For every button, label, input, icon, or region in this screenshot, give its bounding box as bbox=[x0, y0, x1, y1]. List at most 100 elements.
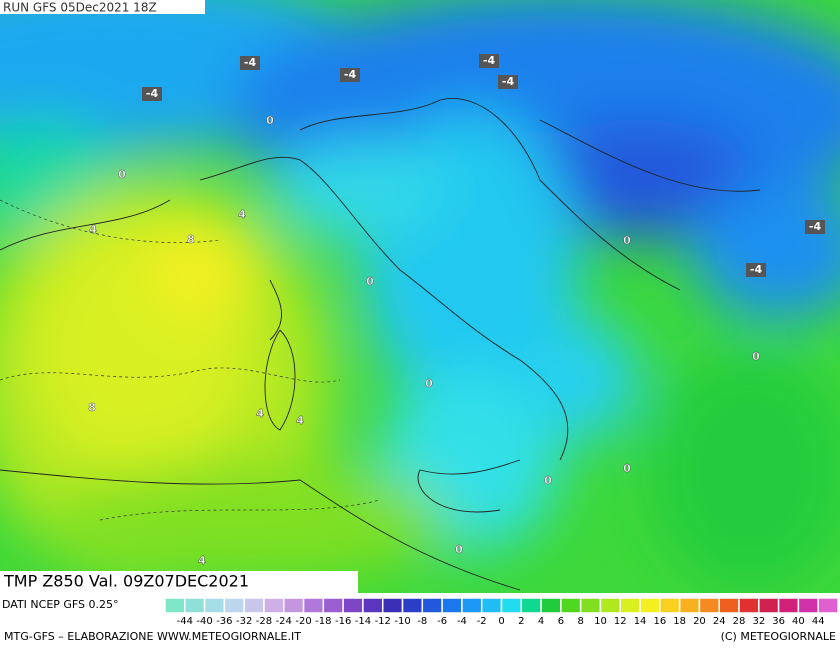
colorbar-swatch bbox=[797, 597, 819, 614]
run-label: RUN GFS 05Dec2021 18Z bbox=[3, 1, 157, 15]
field-label: TMP Z850 Val. 09Z07DEC2021 bbox=[3, 572, 249, 591]
colorbar-swatch bbox=[461, 597, 483, 614]
colorbar-label: 44 bbox=[812, 616, 825, 627]
contour-label-box bbox=[498, 75, 518, 89]
colorbar-swatch bbox=[381, 597, 404, 614]
colorbar-swatch bbox=[342, 597, 364, 614]
colorbar-label: 32 bbox=[752, 616, 765, 627]
colorbar-swatch bbox=[817, 597, 839, 614]
run-label-box bbox=[0, 0, 205, 14]
colorbar-swatch bbox=[401, 597, 424, 614]
colorbar-label: -16 bbox=[335, 616, 351, 627]
colorbar-label: -12 bbox=[375, 616, 391, 627]
contour-label: -4 bbox=[809, 220, 822, 233]
temperature-field bbox=[0, 0, 840, 593]
colorbar-label: -8 bbox=[417, 616, 427, 627]
colorbar-label: -10 bbox=[394, 616, 410, 627]
colorbar-label: 10 bbox=[594, 616, 607, 627]
colorbar-swatch bbox=[678, 597, 701, 614]
contour-label: 8 bbox=[88, 401, 96, 414]
contour-label-box bbox=[805, 220, 825, 234]
contour-label: 0 bbox=[266, 114, 274, 127]
contour-label-box bbox=[142, 87, 162, 101]
colorbar-label: 36 bbox=[772, 616, 785, 627]
contour-label: 4 bbox=[238, 208, 246, 221]
colorbar-swatch bbox=[738, 597, 760, 614]
colorbar-swatch bbox=[777, 597, 800, 614]
colorbar-swatch bbox=[263, 597, 285, 614]
colorbar-swatch bbox=[718, 597, 740, 614]
colorbar-label: 4 bbox=[538, 616, 544, 627]
colorbar-swatch bbox=[302, 597, 325, 614]
contour-label-box bbox=[340, 68, 360, 82]
colorbar-label: -40 bbox=[196, 616, 212, 627]
colorbar-label: 20 bbox=[693, 616, 706, 627]
contour-label: 0 bbox=[623, 462, 631, 475]
footer-right: (C) METEOGIORNALE bbox=[721, 630, 836, 643]
colorbar-swatch bbox=[421, 597, 443, 614]
colorbar-label: -28 bbox=[256, 616, 272, 627]
colorbar-label: -32 bbox=[236, 616, 252, 627]
colorbar-swatch bbox=[520, 597, 542, 614]
contour-label: 0 bbox=[425, 377, 433, 390]
colorbar-swatch bbox=[184, 597, 206, 614]
colorbar-swatch bbox=[639, 597, 661, 614]
colorbar-swatch bbox=[500, 597, 523, 614]
colorbar-swatch bbox=[243, 597, 265, 614]
contour-label: 4 bbox=[89, 223, 97, 236]
colorbar-swatch bbox=[223, 597, 245, 614]
colorbar-swatch bbox=[560, 597, 582, 614]
colorbar-label: -20 bbox=[295, 616, 311, 627]
colorbar-swatch bbox=[203, 597, 226, 614]
colorbar-label: 8 bbox=[577, 616, 583, 627]
colorbar-label: -6 bbox=[437, 616, 447, 627]
colorbar-label: 18 bbox=[673, 616, 686, 627]
colorbar-swatch bbox=[164, 597, 186, 614]
contour-label: 0 bbox=[623, 234, 631, 247]
contour-label: -4 bbox=[244, 56, 257, 69]
colorbar-swatch bbox=[758, 597, 780, 614]
colorbar-label: -24 bbox=[276, 616, 292, 627]
colorbar-swatch bbox=[480, 597, 503, 614]
colorbar-label: 14 bbox=[634, 616, 647, 627]
colorbar-swatch bbox=[540, 597, 562, 614]
colorbar-label: -14 bbox=[355, 616, 371, 627]
contour-label: -4 bbox=[483, 54, 496, 67]
colorbar-label: -4 bbox=[457, 616, 467, 627]
colorbar-swatch bbox=[441, 597, 463, 614]
colorbar: -44 -40 -36 -32 -28 -24 -20 -18 -16 -14 -12 -10 -8 -6… bbox=[164, 597, 839, 627]
contour-label: 0 bbox=[544, 474, 552, 487]
contour-label: -4 bbox=[750, 263, 763, 276]
source-label: DATI NCEP GFS 0.25° bbox=[2, 598, 119, 611]
footer-left: MTG-GFS – ELABORAZIONE WWW.METEOGIORNALE… bbox=[4, 630, 301, 643]
contour-label: 4 bbox=[198, 554, 206, 567]
colorbar-label: -36 bbox=[216, 616, 232, 627]
colorbar-swatch bbox=[362, 597, 384, 614]
colorbar-label: -18 bbox=[315, 616, 331, 627]
contour-label: 0 bbox=[118, 168, 126, 181]
contour-label-box bbox=[240, 56, 260, 70]
colorbar-label: 2 bbox=[518, 616, 524, 627]
colorbar-label: 16 bbox=[653, 616, 666, 627]
colorbar-swatch bbox=[579, 597, 602, 614]
field-label-box bbox=[0, 571, 358, 593]
contour-label: 4 bbox=[256, 407, 264, 420]
contour-label: -4 bbox=[502, 75, 515, 88]
colorbar-swatch bbox=[659, 597, 681, 614]
colorbar-swatch bbox=[322, 597, 344, 614]
colorbar-label: -2 bbox=[477, 616, 487, 627]
contour-label: 0 bbox=[752, 350, 760, 363]
contour-label: 0 bbox=[366, 275, 374, 288]
colorbar-label: -44 bbox=[177, 616, 193, 627]
colorbar-label: 6 bbox=[558, 616, 564, 627]
colorbar-swatch bbox=[619, 597, 641, 614]
contour-label-box bbox=[746, 263, 766, 277]
colorbar-swatch bbox=[698, 597, 720, 614]
contour-labels: -4 -4 -4 -4 -4 0 0 4 4 8 0 -4 -4 0 0 0 8 4 4 0 0 0 4 bbox=[88, 54, 825, 567]
colorbar-label: 24 bbox=[713, 616, 726, 627]
colorbar-label: 40 bbox=[792, 616, 805, 627]
colorbar-label: 28 bbox=[733, 616, 746, 627]
colorbar-swatch bbox=[599, 597, 622, 614]
contour-label-box bbox=[479, 54, 499, 68]
